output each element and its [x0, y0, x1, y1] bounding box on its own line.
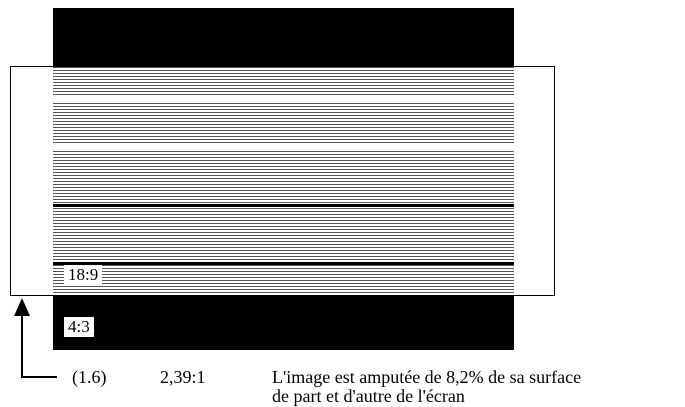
picture-band: [53, 97, 514, 103]
description-line-2: de part et d'autre de l'écran: [272, 386, 465, 406]
code-label: (1.6): [72, 367, 107, 387]
picture-line: [53, 262, 514, 265]
ratio-label: 2,39:1: [160, 367, 206, 387]
left-cropped-side: [10, 66, 54, 296]
arrow-up-icon: [14, 298, 30, 316]
connector-line-vertical: [21, 315, 23, 378]
description-line-1: L'image est amputée de 8,2% de sa surfac…: [272, 367, 582, 387]
aspect-label-4-3: 4:3: [64, 317, 94, 337]
top-letterbox-bar: [53, 8, 514, 66]
bottom-letterbox-bar: [53, 296, 514, 350]
connector-line-horizontal: [21, 376, 57, 378]
aspect-label-18-9: 18:9: [64, 265, 103, 285]
picture-line: [53, 204, 514, 207]
picture-area: [53, 66, 514, 296]
right-cropped-side: [511, 66, 555, 296]
picture-band: [53, 145, 514, 151]
